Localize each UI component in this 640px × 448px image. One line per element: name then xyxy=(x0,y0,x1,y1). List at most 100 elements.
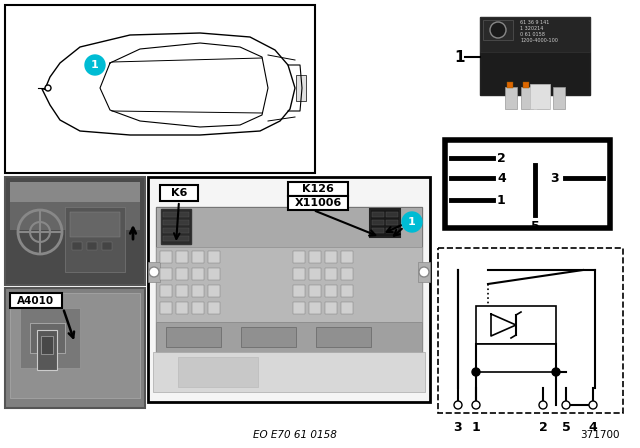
Bar xyxy=(10,293,62,308)
Bar xyxy=(102,242,112,250)
Circle shape xyxy=(472,401,480,409)
Bar xyxy=(148,262,160,282)
Bar xyxy=(521,87,533,109)
Text: 61 36 9 141: 61 36 9 141 xyxy=(520,20,549,25)
Bar xyxy=(480,17,590,95)
Bar xyxy=(163,228,189,233)
Bar xyxy=(530,84,550,109)
Bar xyxy=(296,75,306,101)
Bar xyxy=(160,251,172,263)
Bar xyxy=(480,17,590,52)
Text: 3: 3 xyxy=(454,421,462,434)
Bar xyxy=(5,5,315,173)
Bar xyxy=(10,182,140,202)
Bar xyxy=(156,247,422,322)
Bar xyxy=(288,196,348,210)
Bar xyxy=(553,87,565,109)
Bar xyxy=(156,207,422,352)
Bar xyxy=(316,327,371,347)
Bar xyxy=(476,306,556,344)
Bar xyxy=(341,251,353,263)
Circle shape xyxy=(85,55,105,75)
Bar xyxy=(176,285,188,297)
Bar xyxy=(483,20,513,40)
Bar xyxy=(160,302,172,314)
Bar xyxy=(208,268,220,280)
Bar xyxy=(309,268,321,280)
Circle shape xyxy=(552,368,560,376)
Bar xyxy=(341,285,353,297)
Bar xyxy=(293,268,305,280)
Bar xyxy=(325,268,337,280)
Circle shape xyxy=(539,401,547,409)
Bar xyxy=(476,344,556,372)
Circle shape xyxy=(472,368,480,376)
Text: K126: K126 xyxy=(302,184,334,194)
Bar xyxy=(325,302,337,314)
Text: EO E70 61 0158: EO E70 61 0158 xyxy=(253,430,337,440)
Bar xyxy=(445,140,610,228)
Text: 2: 2 xyxy=(539,421,547,434)
Bar xyxy=(161,209,191,244)
Bar xyxy=(192,251,204,263)
Text: 1200-4000-100: 1200-4000-100 xyxy=(520,38,558,43)
Bar xyxy=(148,177,430,402)
Circle shape xyxy=(454,401,462,409)
Bar xyxy=(192,285,204,297)
Circle shape xyxy=(45,85,51,91)
Bar xyxy=(192,268,204,280)
Bar xyxy=(10,293,140,398)
Text: 1: 1 xyxy=(455,49,465,65)
Text: 3: 3 xyxy=(550,172,559,185)
Bar xyxy=(309,251,321,263)
Text: 4: 4 xyxy=(589,421,597,434)
Bar xyxy=(386,220,398,225)
Bar xyxy=(156,322,422,352)
Text: 5: 5 xyxy=(531,220,540,233)
Bar xyxy=(5,288,145,408)
Bar xyxy=(208,302,220,314)
Bar xyxy=(241,327,296,347)
Text: 1: 1 xyxy=(91,60,99,70)
Bar xyxy=(156,207,422,247)
Bar xyxy=(372,228,384,233)
Circle shape xyxy=(419,267,429,277)
Text: 1: 1 xyxy=(408,217,416,227)
Bar xyxy=(166,327,221,347)
Circle shape xyxy=(402,212,422,232)
Bar xyxy=(325,285,337,297)
Bar xyxy=(309,285,321,297)
Text: X11006: X11006 xyxy=(294,198,342,208)
Bar xyxy=(192,302,204,314)
Text: 0 61 0158: 0 61 0158 xyxy=(520,31,545,36)
Bar xyxy=(160,268,172,280)
Text: 4: 4 xyxy=(497,172,506,185)
Bar xyxy=(30,323,65,353)
Bar xyxy=(20,308,80,368)
Bar xyxy=(293,285,305,297)
Bar xyxy=(176,302,188,314)
Bar xyxy=(37,330,57,370)
Bar xyxy=(418,262,430,282)
Circle shape xyxy=(149,267,159,277)
Bar xyxy=(505,87,517,109)
Bar xyxy=(386,212,398,217)
Bar xyxy=(65,207,125,272)
Text: 371700: 371700 xyxy=(580,430,620,440)
Bar xyxy=(41,336,53,354)
Bar xyxy=(160,285,172,297)
Text: 1 320214: 1 320214 xyxy=(520,26,543,30)
Bar xyxy=(176,268,188,280)
Bar xyxy=(10,185,140,230)
Bar xyxy=(370,209,400,237)
Bar xyxy=(72,242,82,250)
Bar xyxy=(208,251,220,263)
Text: 1: 1 xyxy=(472,421,481,434)
Bar xyxy=(160,185,198,201)
Bar xyxy=(438,248,623,413)
Bar xyxy=(163,212,189,217)
Bar xyxy=(5,177,145,285)
Bar xyxy=(325,251,337,263)
Bar xyxy=(537,87,549,109)
Text: 1: 1 xyxy=(497,194,506,207)
